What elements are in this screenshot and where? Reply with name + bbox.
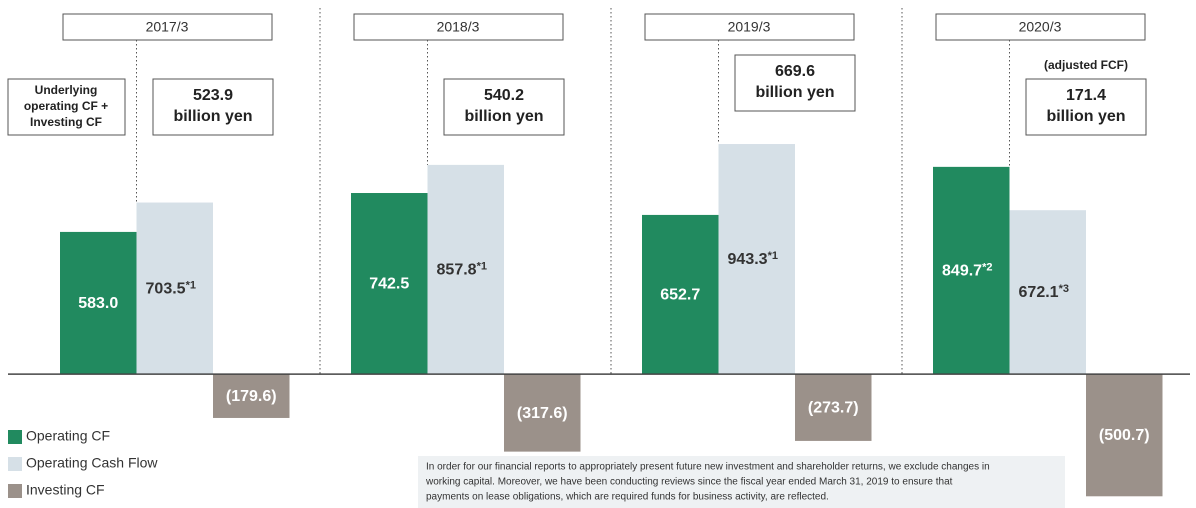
annotation-text: billion yen xyxy=(173,108,252,125)
value-label: 849.7*2 xyxy=(942,261,992,279)
legend-swatch xyxy=(8,457,22,471)
value-label: 703.5*1 xyxy=(146,279,196,297)
note-text: In order for our financial reports to ap… xyxy=(426,462,990,473)
footnote-marker: *1 xyxy=(186,279,196,291)
value-label: (179.6) xyxy=(226,388,277,405)
bar xyxy=(351,193,428,375)
legend-label: Operating CF xyxy=(26,428,110,444)
value-label: 742.5 xyxy=(369,276,409,293)
bar xyxy=(1086,374,1163,497)
value-label-text: 943.3 xyxy=(728,251,768,268)
bar xyxy=(1009,210,1086,375)
bar xyxy=(795,374,872,441)
note-text: payments on lease obligations, which are… xyxy=(426,492,829,503)
footnote-marker: *2 xyxy=(982,261,992,273)
bar xyxy=(60,231,137,375)
value-label: 672.1*3 xyxy=(1019,283,1069,301)
value-label-text: (273.7) xyxy=(808,400,859,417)
value-label: (317.6) xyxy=(517,405,568,422)
bar xyxy=(427,164,504,375)
value-label-text: 672.1 xyxy=(1019,284,1059,301)
value-label-text: (179.6) xyxy=(226,388,277,405)
value-label: 857.8*1 xyxy=(437,260,487,278)
annotation-text: billion yen xyxy=(464,108,543,125)
value-label-text: 742.5 xyxy=(369,276,409,293)
value-label: (500.7) xyxy=(1099,427,1150,444)
year-box xyxy=(62,13,273,41)
bar xyxy=(504,374,581,452)
value-label: (273.7) xyxy=(808,400,859,417)
annotation-box xyxy=(1025,78,1147,136)
bar xyxy=(718,144,795,375)
side-label: Investing CF xyxy=(30,115,102,129)
annotation-caption: (adjusted FCF) xyxy=(1044,58,1128,72)
footnote-marker: *1 xyxy=(477,260,487,272)
year-box xyxy=(353,13,564,41)
bar xyxy=(136,202,213,375)
annotation-text: 523.9 xyxy=(193,87,233,104)
note-box xyxy=(418,456,1065,508)
annotation-text: 171.4 xyxy=(1066,87,1106,104)
year-label: 2020/3 xyxy=(1019,19,1062,35)
value-label-text: 652.7 xyxy=(660,287,700,304)
bar xyxy=(213,374,290,418)
value-label-text: 857.8 xyxy=(437,262,477,279)
value-label: 652.7 xyxy=(660,287,700,304)
note-text: working capital. Moreover, we have been … xyxy=(425,477,953,488)
year-label: 2018/3 xyxy=(437,19,480,35)
value-label-text: 703.5 xyxy=(146,281,186,298)
value-label-text: (317.6) xyxy=(517,405,568,422)
year-box xyxy=(935,13,1146,41)
side-label: Underlying xyxy=(35,83,98,97)
value-label: 943.3*1 xyxy=(728,250,778,268)
annotation-text: billion yen xyxy=(1046,108,1125,125)
annotation-box xyxy=(734,54,856,112)
annotation-text: 540.2 xyxy=(484,87,524,104)
footnote-marker: *3 xyxy=(1059,283,1069,295)
side-label-box xyxy=(7,78,126,136)
year-label: 2017/3 xyxy=(146,19,189,35)
legend-swatch xyxy=(8,430,22,444)
annotation-box xyxy=(152,78,274,136)
year-label: 2019/3 xyxy=(728,19,771,35)
value-label-text: (500.7) xyxy=(1099,427,1150,444)
footnote-marker: *1 xyxy=(768,250,778,262)
bar xyxy=(933,166,1010,375)
annotation-box xyxy=(443,78,565,136)
bar xyxy=(642,214,719,375)
annotation-text: billion yen xyxy=(755,84,834,101)
side-label: operating CF + xyxy=(24,99,108,113)
value-label-text: 849.7 xyxy=(942,263,982,280)
annotation-text: 669.6 xyxy=(775,63,815,80)
value-label: 583.0 xyxy=(78,295,118,312)
year-box xyxy=(644,13,855,41)
legend-swatch xyxy=(8,484,22,498)
legend-label: Operating Cash Flow xyxy=(26,455,158,471)
legend-label: Investing CF xyxy=(26,482,105,498)
value-label-text: 583.0 xyxy=(78,295,118,312)
